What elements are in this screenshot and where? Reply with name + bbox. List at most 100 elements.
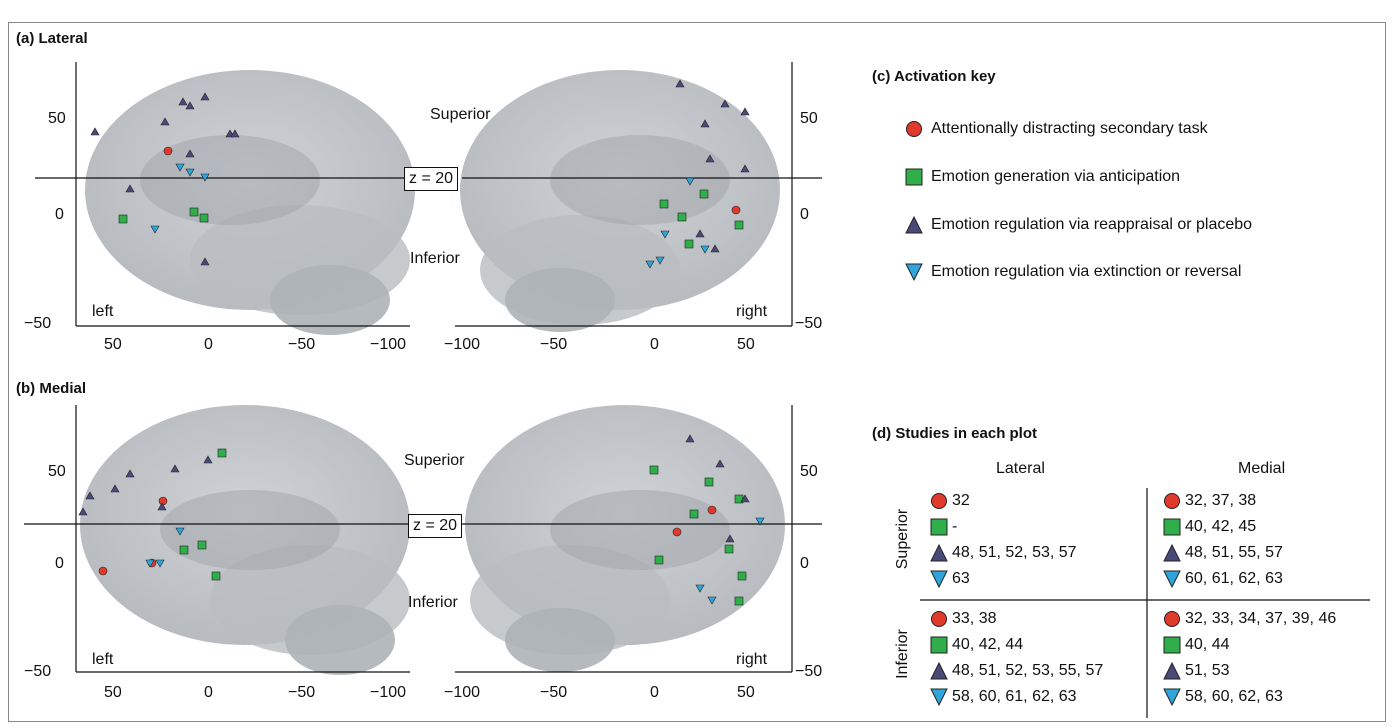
cell-text: 40, 42, 44 xyxy=(952,636,1024,653)
purple-triangle-up-icon xyxy=(1163,544,1181,562)
cell-text: - xyxy=(952,518,958,535)
green-square-icon xyxy=(905,168,923,186)
xtick-a-r-1: −50 xyxy=(540,336,568,353)
xtick-a-l-2: −50 xyxy=(288,336,316,353)
blue-triangle-down-icon xyxy=(930,570,948,588)
ytick-b-l-0: 0 xyxy=(55,555,64,572)
key-label-extinction: Emotion regulation via extinction or rev… xyxy=(931,263,1242,280)
ytick-b-l-50: 50 xyxy=(48,463,66,480)
panel-b-title: (b) Medial xyxy=(16,380,86,397)
cell-text: 40, 44 xyxy=(1185,636,1230,653)
left-label-b: left xyxy=(92,651,114,668)
right-label-a: right xyxy=(736,303,768,320)
green-square-icon xyxy=(930,636,948,654)
cell-text: 48, 51, 52, 53, 55, 57 xyxy=(952,662,1104,679)
axes-lateral xyxy=(35,62,822,327)
key-label-reappraisal: Emotion regulation via reappraisal or pl… xyxy=(931,216,1253,233)
cell-text: 58, 60, 62, 63 xyxy=(1185,688,1283,705)
panel-c-title: (c) Activation key xyxy=(872,68,996,85)
cell-text: 32, 37, 38 xyxy=(1185,492,1257,509)
ytick-a-l-m50: −50 xyxy=(24,315,52,332)
cell-text: 60, 61, 62, 63 xyxy=(1185,570,1283,587)
row-superior: Superior xyxy=(894,508,911,570)
ytick-b-r-50: 50 xyxy=(800,463,818,480)
z-label-b: z = 20 xyxy=(408,514,463,538)
cell-text: 32, 33, 34, 37, 39, 46 xyxy=(1185,610,1337,627)
xtick-a-r-2: 0 xyxy=(650,336,659,353)
purple-triangle-up-icon xyxy=(1163,662,1181,680)
green-square-icon xyxy=(930,518,948,536)
ytick-b-r-0: 0 xyxy=(800,555,809,572)
key-label-secondary-task: Attentionally distracting secondary task xyxy=(931,120,1208,137)
key-row-reappraisal: Emotion regulation via reappraisal or pl… xyxy=(905,216,1252,234)
brain-medial-left xyxy=(80,405,410,675)
ytick-a-r-50: 50 xyxy=(800,110,818,127)
purple-triangle-up-icon xyxy=(930,662,948,680)
left-label-a: left xyxy=(92,303,114,320)
blue-triangle-down-icon xyxy=(1163,570,1181,588)
brain-lateral-left xyxy=(85,70,415,335)
xtick-b-l-3: −100 xyxy=(370,684,407,701)
cell-inferior-lateral: 33, 38 40, 42, 44 48, 51, 52, 53, 55, 57… xyxy=(930,606,1103,710)
xtick-b-l-1: 0 xyxy=(204,684,213,701)
cell-text: 51, 53 xyxy=(1185,662,1230,679)
red-circle-icon xyxy=(931,493,947,509)
xtick-b-r-1: −50 xyxy=(540,684,568,701)
superior-label-b: Superior xyxy=(404,452,465,469)
cell-text: 63 xyxy=(952,570,970,587)
row-inferior: Inferior xyxy=(894,629,911,679)
cell-text: 58, 60, 61, 62, 63 xyxy=(952,688,1077,705)
purple-triangle-up-icon xyxy=(930,544,948,562)
col-lateral: Lateral xyxy=(996,460,1045,477)
figure-frame xyxy=(8,22,1386,722)
brain-lateral-right xyxy=(460,70,780,332)
cell-text: 32 xyxy=(952,492,970,509)
xtick-b-r-3: 50 xyxy=(737,684,755,701)
panel-a-title: (a) Lateral xyxy=(16,30,88,47)
ytick-a-r-m50: −50 xyxy=(795,315,823,332)
blue-triangle-down-icon xyxy=(930,688,948,706)
ytick-a-l-0: 0 xyxy=(55,206,64,223)
red-circle-icon xyxy=(906,121,922,137)
cell-superior-lateral: 32 - 48, 51, 52, 53, 57 63 xyxy=(930,488,1077,592)
ytick-b-l-m50: −50 xyxy=(24,663,52,680)
cell-superior-medial: 32, 37, 38 40, 42, 45 48, 51, 55, 57 60,… xyxy=(1163,488,1283,592)
xtick-a-r-3: 50 xyxy=(737,336,755,353)
green-square-icon xyxy=(1163,518,1181,536)
cell-inferior-medial: 32, 33, 34, 37, 39, 46 40, 44 51, 53 58,… xyxy=(1163,606,1336,710)
cell-text: 48, 51, 52, 53, 57 xyxy=(952,544,1077,561)
right-label-b: right xyxy=(736,651,768,668)
xtick-b-l-0: 50 xyxy=(104,684,122,701)
col-medial: Medial xyxy=(1238,460,1286,477)
cell-text: 33, 38 xyxy=(952,610,997,627)
markers-lateral xyxy=(90,79,750,269)
panel-d-title: (d) Studies in each plot xyxy=(872,425,1038,442)
z-label-a: z = 20 xyxy=(404,167,459,191)
inferior-label-a: Inferior xyxy=(410,250,460,267)
xtick-b-r-2: 0 xyxy=(650,684,659,701)
key-row-extinction: Emotion regulation via extinction or rev… xyxy=(905,263,1241,281)
blue-triangle-down-icon xyxy=(1163,688,1181,706)
red-circle-icon xyxy=(1164,493,1180,509)
key-row-anticipation: Emotion generation via anticipation xyxy=(905,168,1180,186)
axes-medial xyxy=(24,405,822,673)
xtick-a-l-3: −100 xyxy=(370,336,407,353)
brain-medial-right xyxy=(465,405,785,672)
green-square-icon xyxy=(1163,636,1181,654)
xtick-a-l-1: 0 xyxy=(204,336,213,353)
ytick-b-r-m50: −50 xyxy=(795,663,823,680)
inferior-label-b: Inferior xyxy=(408,594,458,611)
key-row-secondary-task: Attentionally distracting secondary task xyxy=(905,120,1208,138)
xtick-b-l-2: −50 xyxy=(288,684,316,701)
cell-text: 48, 51, 55, 57 xyxy=(1185,544,1283,561)
ytick-a-r-0: 0 xyxy=(800,206,809,223)
superior-label-a: Superior xyxy=(430,106,491,123)
key-label-anticipation: Emotion generation via anticipation xyxy=(931,168,1181,185)
blue-triangle-down-icon xyxy=(905,263,923,281)
xtick-a-r-0: −100 xyxy=(444,336,481,353)
red-circle-icon xyxy=(931,611,947,627)
xtick-a-l-0: 50 xyxy=(104,336,122,353)
xtick-b-r-0: −100 xyxy=(444,684,481,701)
